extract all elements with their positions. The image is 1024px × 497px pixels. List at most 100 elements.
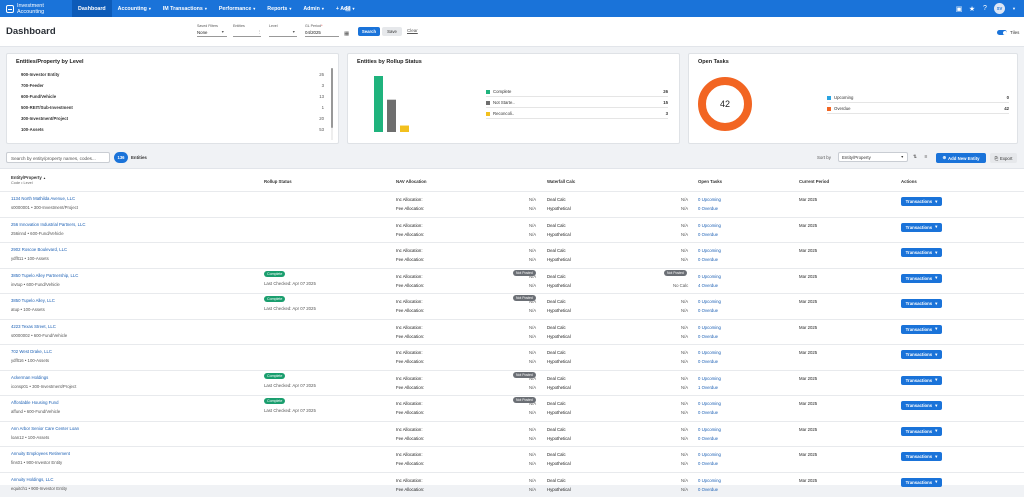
app-name: Investment Accounting: [16, 2, 45, 15]
open-tasks-upcoming-link[interactable]: 0 Upcoming: [698, 350, 721, 355]
open-tasks-upcoming-link[interactable]: 0 Upcoming: [698, 401, 721, 406]
export-button[interactable]: ⎘ Export: [990, 153, 1017, 163]
tasks-legend-item[interactable]: Overdue 42: [827, 106, 1009, 111]
open-tasks-overdue-link[interactable]: 1 Overdue: [698, 384, 719, 390]
save-button[interactable]: Save: [382, 27, 402, 36]
col-header-entity[interactable]: Entity/Property ▲ Code • Level: [11, 175, 46, 185]
transactions-button[interactable]: Transactions ▾: [901, 401, 942, 410]
transactions-button[interactable]: Transactions ▾: [901, 477, 942, 487]
rollup-legend-item[interactable]: Reconcoli.. 3: [486, 111, 668, 116]
transactions-button[interactable]: Transactions ▾: [901, 273, 942, 283]
open-tasks-upcoming-link[interactable]: 0 Upcoming: [698, 197, 721, 202]
chevron-down-icon[interactable]: ▼: [1012, 6, 1016, 11]
entity-name-link[interactable]: 2902 Roscoe Boulevard, LLC: [11, 247, 68, 252]
open-tasks-upcoming-link[interactable]: 0 Upcoming: [698, 324, 721, 330]
transactions-button[interactable]: Transactions ▾: [901, 452, 942, 461]
entity-name-link[interactable]: 1134 North Mathilda Avenue, LLC: [11, 196, 76, 201]
waterfall-hypothetical-label: Hypothetical: [547, 410, 571, 415]
rollup-legend-item[interactable]: Not Starte.. 15: [486, 100, 668, 105]
level-filter[interactable]: Level ▼: [269, 24, 297, 37]
entity-name-link[interactable]: 3850 Tupelo Alley Partnership, LLC: [11, 272, 79, 278]
nav-fee-allocation-label: Fee Allocation:: [396, 435, 425, 441]
open-tasks-upcoming-link[interactable]: 0 Upcoming: [698, 299, 721, 304]
open-tasks-upcoming-link[interactable]: 0 Upcoming: [698, 452, 721, 457]
open-tasks-overdue-link[interactable]: 0 Overdue: [698, 206, 719, 211]
transactions-button[interactable]: Transactions ▾: [901, 324, 942, 334]
entities-filter[interactable]: Entities ⋮: [233, 24, 262, 37]
sort-by-select[interactable]: Entity/Property ▼: [838, 152, 908, 162]
entity-name-link[interactable]: 3850 Tupelo Alley, LLC: [11, 298, 55, 303]
donut-slice[interactable]: [698, 77, 752, 131]
entity-name-link[interactable]: Annuity Employees Retirement: [11, 451, 70, 456]
entity-name-link[interactable]: 256 Innovation Industrial Partners, LLC: [11, 221, 86, 227]
tasks-legend-item[interactable]: Upcoming 0: [827, 95, 1009, 100]
nav-item[interactable]: Admin ▾: [297, 0, 330, 17]
open-tasks-overdue-link[interactable]: 0 Overdue: [698, 333, 719, 339]
level-row[interactable]: 600-Fund/Vehicle 13: [21, 94, 324, 99]
open-tasks-upcoming-link[interactable]: 0 Upcoming: [698, 477, 721, 483]
transactions-button[interactable]: Transactions ▾: [901, 222, 942, 232]
level-row[interactable]: 900-Investor Entity 26: [21, 72, 324, 77]
open-tasks-upcoming-link[interactable]: 0 Upcoming: [698, 248, 721, 253]
open-tasks-overdue-link[interactable]: 4 Overdue: [698, 282, 719, 288]
level-row[interactable]: 500-REIT/Sub-Investment 1: [21, 105, 324, 110]
open-tasks-upcoming-link[interactable]: 0 Upcoming: [698, 375, 721, 381]
sort-direction-icon[interactable]: ⇅: [912, 154, 918, 160]
level-row[interactable]: 700-Feeder 3: [21, 83, 324, 88]
open-tasks-overdue-link[interactable]: 0 Overdue: [698, 257, 719, 262]
rollup-bar[interactable]: [387, 99, 396, 132]
nav-item[interactable]: Dashboard: [72, 0, 112, 17]
star-icon[interactable]: ★: [968, 5, 976, 13]
grid-apps-icon[interactable]: ⊞: [345, 6, 351, 13]
open-tasks-upcoming-link[interactable]: 0 Upcoming: [698, 222, 721, 228]
brand[interactable]: Investment Accounting: [0, 3, 72, 15]
transactions-button[interactable]: Transactions ▾: [901, 299, 942, 308]
tiles-toggle[interactable]: [997, 30, 1007, 35]
level-row[interactable]: 300-Investment/Project 20: [21, 116, 324, 121]
nav-item[interactable]: Accounting ▾: [112, 0, 157, 17]
clear-link[interactable]: Clear: [407, 28, 418, 33]
entity-search-input[interactable]: Search by entity/property names, codes..…: [6, 152, 110, 163]
open-tasks-overdue-link[interactable]: 0 Overdue: [698, 461, 719, 466]
calendar-icon[interactable]: ▦: [344, 31, 350, 37]
search-button[interactable]: Search: [358, 27, 380, 36]
entity-name-link[interactable]: Annuity Holdings, LLC: [11, 476, 54, 482]
transactions-button[interactable]: Transactions ▾: [901, 426, 942, 436]
open-tasks-upcoming-link[interactable]: 0 Upcoming: [698, 426, 721, 432]
entity-name-link[interactable]: Ackerman Holdings: [11, 374, 49, 380]
rollup-bar[interactable]: [374, 76, 383, 132]
open-tasks-overdue-link[interactable]: 0 Overdue: [698, 486, 719, 492]
entity-name-link[interactable]: 4223 Texas Street, LLC: [11, 323, 56, 329]
level-list-scrollbar[interactable]: [331, 68, 333, 128]
open-tasks-overdue-link[interactable]: 0 Overdue: [698, 231, 719, 237]
transactions-button[interactable]: Transactions ▾: [901, 350, 942, 359]
add-new-entity-button[interactable]: ⊕ Add New Entity: [936, 153, 986, 163]
entity-name-link[interactable]: Ann Arbor Senior Care Center Loan: [11, 425, 80, 431]
folder-icon[interactable]: ▣: [955, 5, 963, 13]
avatar[interactable]: SV: [994, 3, 1005, 14]
open-tasks-overdue-link[interactable]: 0 Overdue: [698, 308, 719, 313]
rollup-bar[interactable]: [400, 125, 409, 132]
help-icon[interactable]: ?: [983, 5, 987, 12]
open-tasks-overdue-link[interactable]: 0 Overdue: [698, 359, 719, 364]
waterfall-hypothetical-label: Hypothetical: [547, 257, 571, 262]
gl-period-filter[interactable]: GL Period* 04/2025: [305, 24, 339, 37]
saved-filters[interactable]: Saved Filters None ▼: [197, 24, 227, 37]
filter-icon[interactable]: ≡: [924, 154, 928, 160]
rollup-legend-item[interactable]: Complete 26: [486, 89, 668, 94]
nav-item[interactable]: Performance ▾: [213, 0, 261, 17]
waterfall-hypothetical-value: N/A: [681, 410, 689, 415]
transactions-button[interactable]: Transactions ▾: [901, 248, 942, 257]
open-tasks-overdue-link[interactable]: 0 Overdue: [698, 410, 719, 415]
nav-item[interactable]: IM Transactions ▾: [157, 0, 213, 17]
level-row[interactable]: 100-Assets 53: [21, 127, 324, 132]
entity-name-link[interactable]: Affordable Housing Fund: [11, 400, 59, 405]
open-tasks-overdue-link[interactable]: 0 Overdue: [698, 435, 719, 441]
open-tasks-upcoming-link[interactable]: 0 Upcoming: [698, 273, 721, 279]
nav-item[interactable]: + Add ▾: [330, 0, 361, 17]
nav-item[interactable]: Reports ▾: [261, 0, 297, 17]
entity-name-link[interactable]: 702 West Drake, LLC: [11, 349, 52, 354]
transactions-button[interactable]: Transactions ▾: [901, 375, 942, 385]
chevron-down-icon: ▾: [352, 6, 355, 11]
transactions-button[interactable]: Transactions ▾: [901, 197, 942, 206]
